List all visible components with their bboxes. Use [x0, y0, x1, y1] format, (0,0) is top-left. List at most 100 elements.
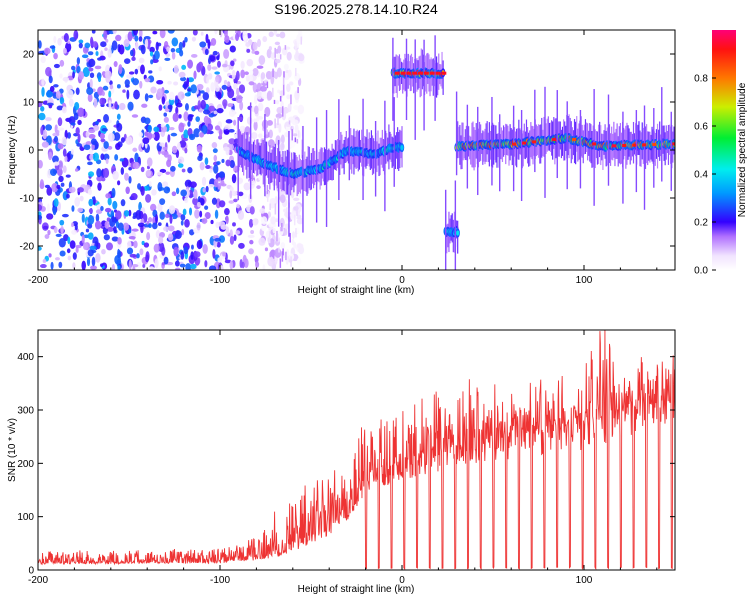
heatmap-noise-cell — [200, 99, 206, 110]
heatmap-noise-cell — [197, 99, 201, 110]
heatmap-noise-cell — [139, 248, 144, 256]
heatmap-noise-cell — [228, 109, 236, 118]
heatmap-noise-cell — [231, 173, 237, 184]
heatmap-noise-cell — [148, 266, 155, 270]
heatmap-noise-cell — [246, 48, 251, 53]
heatmap-noise-cell — [70, 122, 76, 126]
heatmap-noise-cell — [107, 48, 112, 58]
heatmap-noise-cell — [291, 119, 299, 126]
heatmap-noise-cell — [65, 174, 71, 178]
heatmap-streak-cell — [285, 251, 287, 261]
heatmap-noise-cell — [156, 80, 164, 85]
heatmap-noise-cell — [190, 251, 194, 260]
heatmap-noise-cell — [74, 223, 78, 231]
heatmap-noise-cell — [117, 236, 122, 245]
heatmap-noise-cell — [126, 74, 134, 79]
heatmap-noise-cell — [215, 76, 220, 83]
heatmap-noise-cell — [170, 47, 176, 53]
heatmap-noise-cell — [154, 258, 159, 269]
heatmap-noise-cell — [159, 168, 167, 174]
heatmap-noise-cell — [266, 48, 272, 59]
heatmap-noise-cell — [57, 117, 63, 127]
heatmap-noise-cell — [101, 128, 108, 132]
trace-peak — [592, 142, 597, 146]
heatmap-noise-cell — [87, 232, 94, 240]
heatmap-noise-cell — [201, 124, 208, 135]
heatmap-noise-cell — [256, 38, 261, 48]
heatmap-noise-cell — [100, 205, 104, 211]
heatmap-noise-cell — [91, 30, 96, 34]
heatmap-noise-cell — [270, 216, 277, 225]
trace-peak — [400, 71, 406, 75]
heatmap-noise-cell — [214, 71, 221, 75]
heatmap-noise-cell — [218, 171, 225, 179]
heatmap-noise-cell — [167, 225, 175, 232]
heatmap-noise-cell — [64, 155, 68, 162]
heatmap-noise-cell — [152, 54, 156, 61]
heatmap-noise-cell — [216, 241, 221, 248]
snr-frame — [37, 329, 676, 571]
heatmap-noise-cell — [81, 234, 85, 244]
heatmap-noise-cell — [53, 135, 59, 143]
heatmap-noise-cell — [89, 245, 97, 251]
heatmap-noise-cell — [107, 197, 112, 206]
snr-y-tick-label: 200 — [17, 459, 34, 470]
heatmap-noise-cell — [85, 131, 90, 138]
heatmap-noise-cell — [113, 60, 118, 68]
colorbar-ticks: 0.0 0.2 0.4 0.6 0.8 — [694, 74, 716, 277]
heatmap-noise-cell — [165, 171, 171, 175]
heatmap-noise-cell — [287, 69, 292, 78]
heatmap-noise-cell — [174, 260, 180, 267]
heatmap-streak-cell — [288, 120, 291, 125]
heatmap-noise-cell — [97, 75, 102, 83]
heatmap-noise-cell — [202, 187, 206, 193]
heatmap-noise-cell — [45, 124, 53, 131]
heatmap-noise-cell — [61, 106, 67, 114]
heatmap-noise-cell — [277, 45, 282, 54]
heatmap-noise-cell — [146, 131, 153, 140]
heatmap-noise-cell — [231, 69, 236, 80]
heatmap-noise-cell — [281, 107, 290, 114]
heatmap-noise-cell — [60, 225, 64, 234]
heatmap-noise-cell — [239, 100, 244, 111]
heatmap-noise-cell — [81, 213, 85, 223]
heatmap-noise-cell — [178, 156, 185, 164]
heatmap-streak-cell — [273, 99, 276, 104]
heatmap-noise-cell — [38, 159, 43, 169]
heatmap-streak-cell — [280, 227, 282, 232]
heatmap-noise-cell — [229, 45, 236, 53]
heatmap-noise-cell — [184, 103, 189, 111]
heatmap-noise-cell — [103, 30, 108, 40]
heatmap-noise-cell — [259, 85, 267, 92]
heatmap-noise-cell — [212, 50, 218, 56]
heatmap-noise-cell — [120, 167, 125, 175]
heatmap-noise-cell — [230, 60, 235, 67]
heatmap-noise-cell — [141, 103, 148, 108]
heatmap-noise-cell — [214, 85, 220, 92]
heatmap-noise-cell — [41, 78, 45, 87]
heatmap-noise-cell — [144, 117, 151, 125]
heatmap-noise-cell — [115, 34, 122, 42]
heatmap-noise-cell — [213, 164, 219, 174]
heatmap-noise-cell — [169, 214, 173, 225]
heatmap-noise-cell — [75, 87, 80, 95]
heatmap-noise-cell — [275, 33, 281, 38]
heatmap-noise-cell — [167, 80, 172, 85]
heatmap-noise-cell — [278, 123, 282, 133]
heatmap-noise-cell — [109, 84, 114, 90]
heatmap-noise-cell — [286, 51, 292, 61]
heatmap-noise-cell — [38, 215, 43, 220]
heatmap-noise-cell — [240, 60, 245, 69]
heatmap-noise-cell — [66, 248, 71, 254]
heatmap-noise-cell — [153, 243, 160, 253]
heatmap-noise-cell — [243, 258, 249, 269]
heatmap-noise-cell — [225, 119, 233, 124]
heatmap-noise-cell — [169, 126, 175, 131]
heatmap-noise-cell — [275, 100, 279, 105]
heatmap-noise-cell — [137, 222, 145, 228]
heatmap-noise-cell — [184, 92, 191, 97]
heatmap-noise-cell — [83, 144, 91, 151]
heatmap-noise-cell — [187, 166, 193, 174]
heatmap-noise-cell — [178, 41, 183, 51]
trace-peak — [429, 71, 435, 75]
